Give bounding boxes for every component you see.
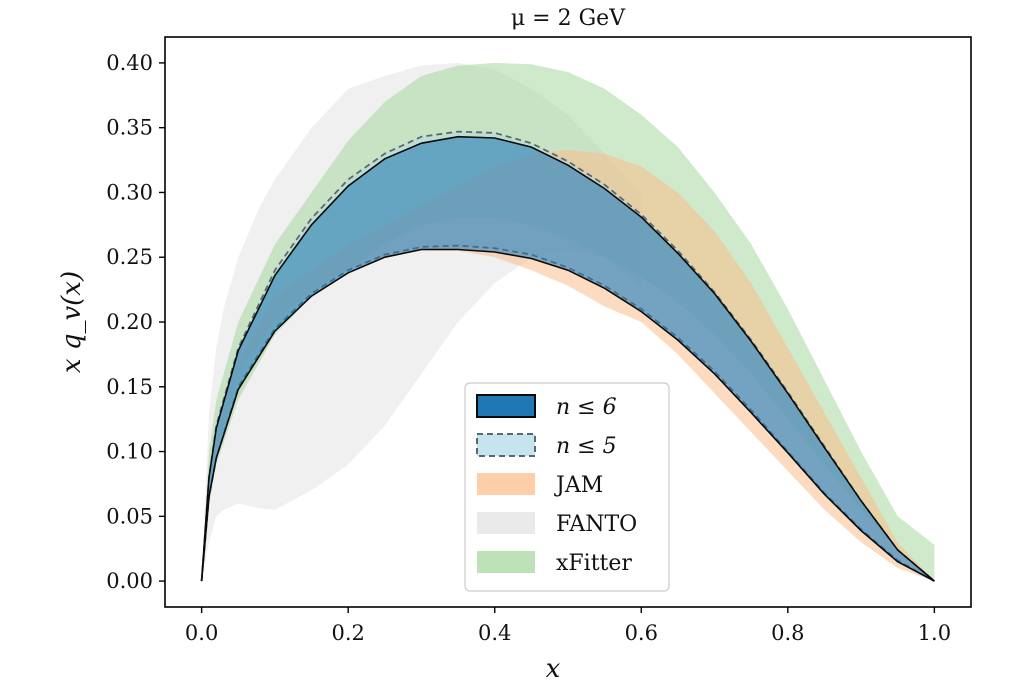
x-axis-title: x <box>546 654 561 684</box>
x-tick-label: 0.6 <box>625 621 658 645</box>
y-tick-label: 0.10 <box>106 440 153 464</box>
legend-swatch-n-le-6 <box>476 394 536 418</box>
bands-layer <box>200 62 935 582</box>
legend-label-n-le-5: n ≤ 5 <box>556 434 617 459</box>
legend-swatch-fanto <box>477 512 535 534</box>
y-tick-label: 0.15 <box>106 375 153 399</box>
legend: n ≤ 6 n ≤ 5 JAM FANTO xFitter <box>464 382 670 592</box>
edge-n-le-6-lower <box>200 248 935 582</box>
y-tick-label: 0.40 <box>106 51 153 75</box>
x-axis: 0.0 0.2 0.4 0.6 0.8 1.0 <box>185 607 951 645</box>
legend-swatch-jam <box>477 473 535 495</box>
y-tick-label: 0.35 <box>106 116 153 140</box>
legend-label-xfitter: xFitter <box>556 551 632 576</box>
y-tick-label: 0.25 <box>106 245 153 269</box>
band-n-le-6 <box>201 136 935 582</box>
x-tick-label: 0.2 <box>331 621 364 645</box>
x-tick-label: 1.0 <box>918 621 951 645</box>
legend-swatch-n-le-5 <box>476 433 536 457</box>
legend-label-fanto: FANTO <box>556 512 637 537</box>
y-axis: 0.00 0.05 0.10 0.15 0.20 0.25 0.30 0.35 0.40 <box>106 51 165 593</box>
y-tick-label: 0.05 <box>106 504 153 528</box>
y-tick-label: 0.20 <box>106 310 153 334</box>
legend-label-n-le-6: n ≤ 6 <box>556 395 617 420</box>
chart-title: μ = 2 GeV <box>511 6 626 31</box>
y-axis-title: x q_v(x) <box>57 271 87 373</box>
x-tick-label: 0.8 <box>771 621 804 645</box>
y-tick-label: 0.00 <box>106 569 153 593</box>
legend-label-jam: JAM <box>554 473 603 498</box>
x-tick-label: 0.0 <box>185 621 218 645</box>
edge-n-le-6-upper <box>200 135 935 582</box>
x-tick-label: 0.4 <box>478 621 511 645</box>
legend-swatch-xfitter <box>477 551 535 573</box>
y-tick-label: 0.30 <box>106 180 153 204</box>
